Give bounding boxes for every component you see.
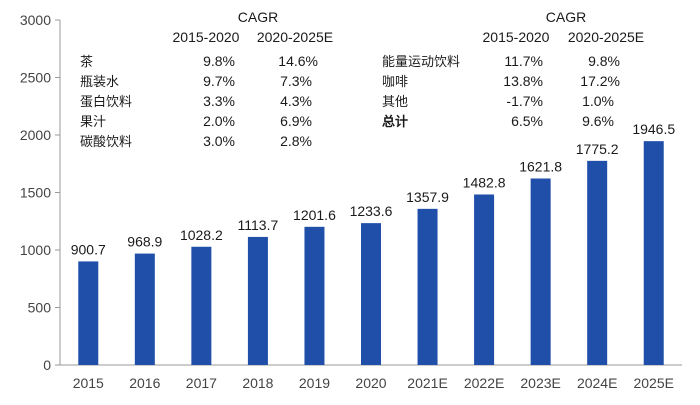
bar-value-label: 1357.9	[406, 189, 449, 205]
cagr-row-name: 果汁	[80, 115, 106, 130]
x-tick-label: 2022E	[464, 375, 504, 391]
cagr-header-left-1: 2015-2020	[173, 29, 240, 45]
bar	[78, 261, 99, 365]
bar	[587, 160, 608, 365]
cagr-title-left: CAGR	[238, 9, 278, 25]
bar-value-label: 1946.5	[632, 121, 675, 137]
y-axis: 0 500 1000 1500 2000 2500 3000	[20, 12, 61, 373]
cagr-row-b: 7.3%	[280, 73, 312, 89]
cagr-row-a: -1.7%	[506, 93, 543, 109]
cagr-row-a: 3.3%	[203, 93, 235, 109]
x-axis: 2015 2016 2017 2018 2019 2020 2021E 2022E 2023E 2…	[60, 364, 682, 391]
bar	[474, 194, 495, 365]
bar	[191, 246, 212, 365]
x-tick-label: 2020	[355, 375, 386, 391]
x-tick-label: 2024E	[577, 375, 617, 391]
cagr-table-right: CAGR 2015-2020 2020-2025E 能量运动饮料 11.7% 9…	[382, 9, 644, 130]
cagr-row-name: 其他	[382, 95, 408, 110]
y-tick-label: 1500	[20, 185, 51, 201]
bar	[361, 223, 381, 365]
cagr-row-b: 6.9%	[280, 113, 312, 129]
cagr-row-name-total: 总计	[382, 114, 408, 130]
bar	[417, 208, 438, 365]
cagr-row-a: 9.7%	[203, 73, 235, 89]
x-tick-label: 2019	[299, 375, 330, 391]
x-tick-label: 2025E	[633, 375, 673, 391]
cagr-row-name: 碳酸饮料	[80, 135, 132, 150]
bar-value-label: 1482.8	[463, 174, 506, 190]
cagr-row-b: 9.6%	[582, 113, 614, 129]
cagr-row-name: 能量运动饮料	[382, 55, 460, 70]
cagr-table-left: CAGR 2015-2020 2020-2025E 茶 9.8% 14.6% 瓶…	[80, 9, 333, 150]
cagr-row-b: 1.0%	[582, 93, 614, 109]
cagr-row-b: 9.8%	[588, 53, 620, 69]
cagr-row-b: 2.8%	[280, 133, 312, 149]
bar	[304, 226, 325, 365]
cagr-row-a: 13.8%	[503, 73, 543, 89]
bar	[134, 253, 155, 365]
cagr-row-name: 蛋白饮料	[80, 94, 132, 110]
bar-value-label: 1621.8	[519, 158, 562, 174]
y-tick-label: 1000	[20, 242, 51, 258]
x-tick-label: 2016	[129, 375, 160, 391]
cagr-row-b: 17.2%	[580, 73, 620, 89]
bars	[78, 141, 664, 365]
bar-value-label: 1775.2	[576, 141, 619, 157]
cagr-header-right-2: 2020-2025E	[568, 29, 644, 45]
x-tick-label: 2023E	[520, 375, 560, 391]
bar	[247, 236, 268, 365]
bar-value-label: 1028.2	[180, 227, 223, 243]
cagr-title-right: CAGR	[546, 9, 586, 25]
data-labels: 900.7 968.9 1028.2 1113.7 1201.6 1233.6 1357.9…	[71, 121, 676, 257]
bar-value-label: 900.7	[71, 241, 106, 257]
x-tick-label: 2018	[242, 375, 273, 391]
bar-value-label: 1233.6	[350, 203, 393, 219]
bar	[530, 178, 551, 365]
cagr-header-right-1: 2015-2020	[483, 29, 550, 45]
cagr-row-name: 瓶装水	[80, 75, 119, 90]
cagr-row-a: 9.8%	[203, 53, 235, 69]
cagr-row-b: 4.3%	[280, 93, 312, 109]
cagr-row-b: 14.6%	[278, 53, 318, 69]
y-tick-label: 0	[43, 357, 51, 373]
bar-value-label: 1113.7	[238, 217, 279, 233]
bar-value-label: 968.9	[127, 234, 162, 250]
cagr-row-a: 3.0%	[203, 133, 235, 149]
y-tick-label: 3000	[20, 12, 51, 28]
cagr-row-name: 茶	[80, 54, 93, 70]
cagr-row-a: 6.5%	[511, 113, 543, 129]
y-tick-label: 2000	[20, 127, 51, 143]
y-tick-label: 500	[28, 300, 52, 316]
x-tick-label: 2017	[186, 375, 217, 391]
bar-value-label: 1201.6	[293, 207, 336, 223]
cagr-row-a: 11.7%	[504, 53, 543, 69]
x-tick-label: 2021E	[407, 375, 447, 391]
cagr-header-left-2: 2020-2025E	[257, 29, 333, 45]
cagr-row-a: 2.0%	[203, 113, 235, 129]
x-tick-label: 2015	[73, 375, 104, 391]
cagr-row-name: 咖啡	[382, 75, 408, 90]
y-tick-label: 2500	[20, 70, 51, 86]
bar	[643, 141, 664, 365]
